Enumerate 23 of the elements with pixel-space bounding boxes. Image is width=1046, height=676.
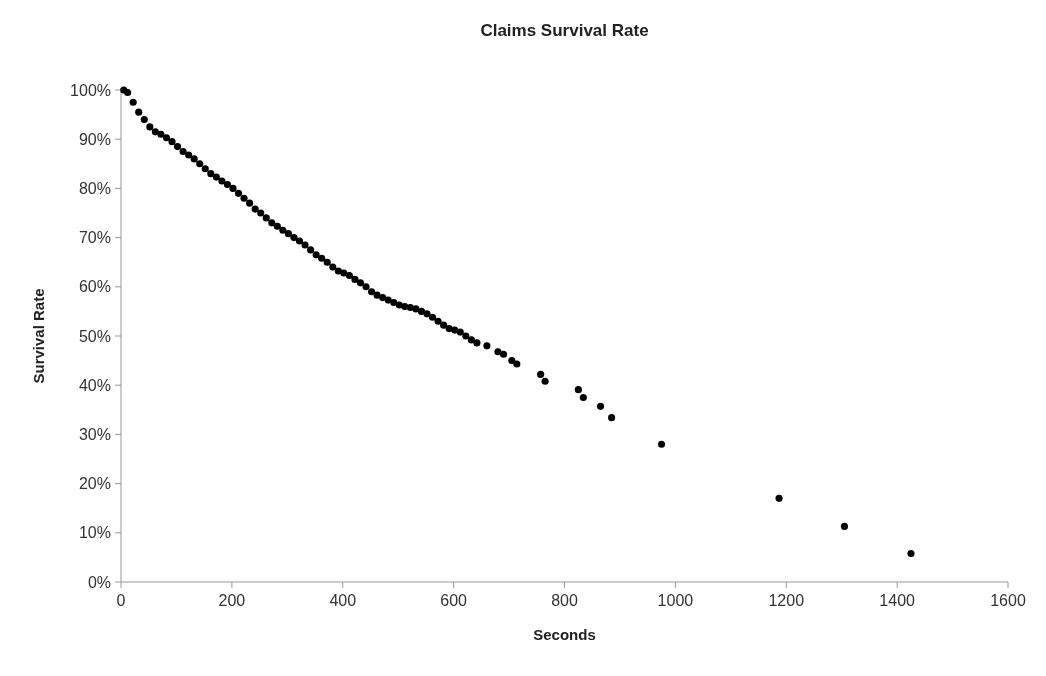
y-axis-title: Survival Rate (30, 288, 47, 384)
y-tick-label: 90% (78, 130, 111, 148)
y-tick-label: 40% (78, 376, 111, 394)
y-tick-label: 60% (78, 278, 111, 296)
y-tick-label: 10% (78, 524, 111, 542)
y-tick-label: 50% (78, 327, 111, 345)
x-tick-label: 800 (551, 592, 578, 609)
y-tick-label: 0% (87, 573, 111, 591)
x-tick-label: 600 (440, 592, 468, 609)
x-tick-label: 1400 (879, 592, 916, 609)
y-tick-label: 20% (78, 475, 111, 493)
y-tick-label: 100% (70, 81, 111, 99)
y-tick-label: 80% (78, 180, 111, 197)
y-tick-label: 70% (78, 229, 111, 247)
x-tick-label: 1200 (768, 592, 805, 609)
y-tick-label: 30% (78, 426, 111, 443)
chart-title: Claims Survival Rate (480, 21, 649, 40)
x-axis-title: Seconds (533, 626, 596, 643)
x-tick-label: 1600 (990, 592, 1026, 609)
x-tick-label: 1000 (657, 592, 694, 609)
x-tick-label: 400 (329, 592, 357, 609)
x-tick-label: 0 (116, 592, 126, 609)
x-tick-label: 200 (218, 592, 246, 609)
